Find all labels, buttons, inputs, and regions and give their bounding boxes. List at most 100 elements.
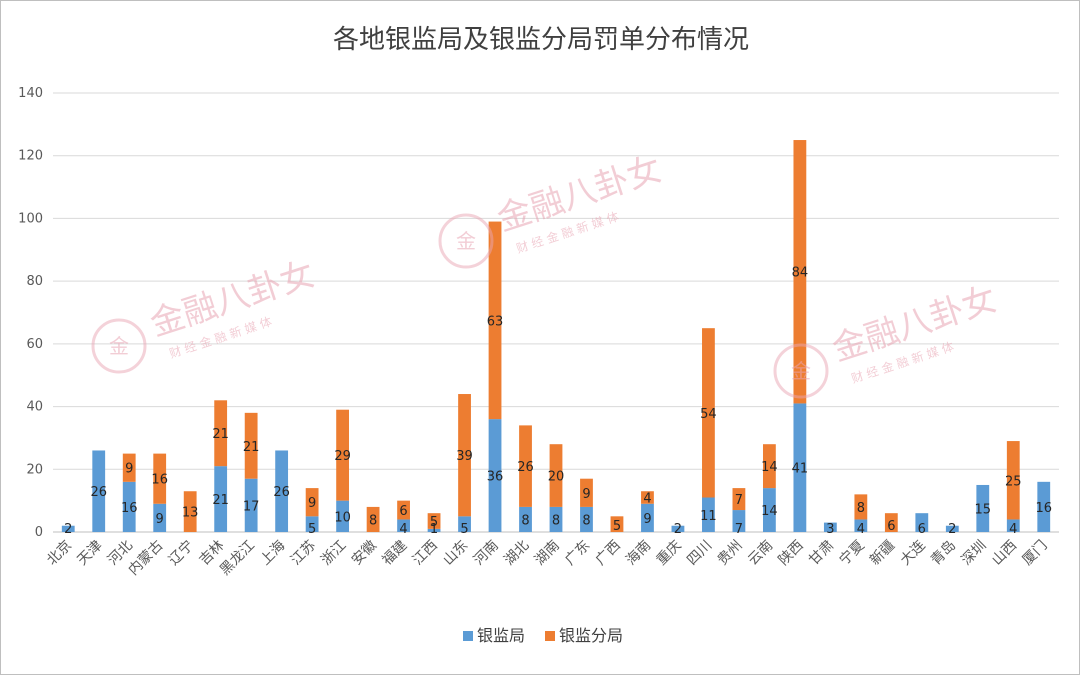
data-label-yinjianju: 3 (826, 522, 834, 537)
data-label-yinjianfenju: 6 (887, 519, 895, 534)
bar-yinjianfenju (122, 453, 136, 482)
bar-yinjianju (397, 519, 410, 532)
data-label-yinjianju: 9 (643, 512, 651, 527)
bar-yinjianfenju (854, 494, 868, 520)
bar-yinjianfenju (336, 409, 350, 501)
y-tick-label: 20 (26, 462, 43, 477)
bar-yinjianju (793, 403, 807, 532)
bar-yinjianfenju (762, 444, 776, 489)
watermark-logo-glyph: 金 (456, 229, 476, 253)
bar-yinjianju (92, 450, 106, 532)
x-tick-label: 福建 (379, 538, 410, 569)
data-label-yinjianju: 36 (487, 470, 504, 485)
data-label-yinjianju: 17 (243, 499, 260, 514)
data-label-yinjianju: 6 (918, 522, 926, 537)
data-label-yinjianju: 4 (857, 522, 865, 537)
data-label-yinjianfenju: 29 (334, 449, 351, 464)
data-label-yinjianfenju: 9 (125, 462, 133, 477)
legend-label: 银监局 (477, 626, 525, 645)
data-label-yinjianju: 5 (308, 522, 316, 537)
watermark-logo-circle (91, 318, 147, 374)
bar-yinjianju (427, 528, 441, 532)
data-label-yinjianju: 10 (334, 510, 351, 525)
bar-yinjianju (671, 525, 685, 532)
bar-yinjianju (214, 466, 228, 532)
bar-yinjianju (122, 481, 136, 532)
bar-yinjianju (153, 503, 167, 532)
bar-yinjianfenju (244, 412, 258, 479)
bar-yinjianfenju (580, 478, 593, 507)
bar-yinjianju (580, 506, 593, 532)
data-label-yinjianju: 2 (64, 522, 72, 537)
bar-yinjianfenju (884, 513, 898, 532)
watermark-logo-glyph: 金 (109, 334, 129, 358)
data-label-yinjianju: 26 (273, 485, 290, 500)
x-tick-label: 安徽 (349, 538, 380, 569)
data-label-yinjianfenju: 5 (430, 515, 438, 530)
x-tick-label: 青岛 (928, 538, 959, 569)
data-label-yinjianfenju: 63 (487, 314, 504, 329)
bar-yinjianfenju (427, 513, 441, 529)
x-tick-label: 广东 (562, 538, 593, 569)
x-tick-label: 河南 (471, 538, 502, 569)
bar-yinjianfenju (641, 491, 654, 504)
data-label-yinjianju: 41 (792, 462, 809, 477)
data-label-yinjianfenju: 14 (761, 460, 778, 475)
data-label-yinjianju: 7 (735, 522, 743, 537)
bar-yinjianfenju (153, 453, 167, 504)
bar-yinjianju (641, 503, 654, 532)
bar-yinjianfenju (366, 506, 380, 532)
data-label-yinjianfenju: 9 (582, 487, 590, 502)
data-label-yinjianju: 5 (460, 522, 468, 537)
data-label-yinjianfenju: 8 (369, 513, 377, 528)
x-tick-label: 江苏 (288, 538, 319, 569)
data-label-yinjianfenju: 39 (456, 449, 473, 464)
bar-yinjianju (915, 513, 929, 532)
data-label-yinjianfenju: 9 (308, 496, 316, 511)
data-label-yinjianju: 9 (156, 512, 164, 527)
x-tick-label: 四川 (684, 538, 715, 569)
data-label-yinjianju: 16 (121, 501, 138, 516)
data-label-yinjianju: 8 (521, 513, 529, 528)
data-label-yinjianfenju: 25 (1005, 474, 1022, 489)
data-label-yinjianfenju: 20 (548, 470, 565, 485)
data-label-yinjianju: 21 (212, 493, 229, 508)
bar-yinjianfenju (183, 491, 197, 532)
bar-yinjianfenju (519, 425, 532, 507)
bar-yinjianfenju (397, 500, 410, 520)
x-tick-label: 重庆 (654, 538, 685, 569)
bar-yinjianju (244, 478, 258, 532)
x-tick-label: 湖南 (532, 538, 563, 569)
bar-yinjianfenju (214, 400, 228, 467)
x-tick-label: 江西 (410, 538, 441, 569)
y-tick-label: 0 (35, 525, 43, 540)
y-tick-label: 60 (26, 337, 43, 352)
bar-yinjianju (732, 510, 746, 532)
bar-yinjianfenju (549, 444, 563, 507)
data-label-yinjianfenju: 16 (151, 473, 168, 488)
bar-yinjianfenju (488, 221, 502, 420)
bar-yinjianfenju (610, 516, 624, 532)
bar-yinjianju (305, 516, 319, 532)
data-label-yinjianfenju: 5 (613, 519, 621, 534)
y-tick-label: 140 (18, 86, 43, 101)
legend-label: 银监分局 (559, 626, 623, 645)
x-tick-label: 深圳 (959, 538, 990, 569)
bar-yinjianju (854, 519, 868, 532)
bar-yinjianju (61, 525, 75, 532)
data-label-yinjianju: 11 (700, 509, 717, 524)
data-label-yinjianju: 8 (552, 513, 560, 528)
data-label-yinjianju: 4 (1009, 522, 1017, 537)
x-tick-label: 黑龙江 (217, 538, 258, 579)
x-tick-label: 甘肃 (806, 538, 837, 569)
x-tick-label: 云南 (745, 538, 776, 569)
x-tick-label: 北京 (44, 538, 75, 569)
x-tick-label: 海南 (623, 538, 654, 569)
watermark-logo-glyph: 金 (791, 359, 811, 383)
